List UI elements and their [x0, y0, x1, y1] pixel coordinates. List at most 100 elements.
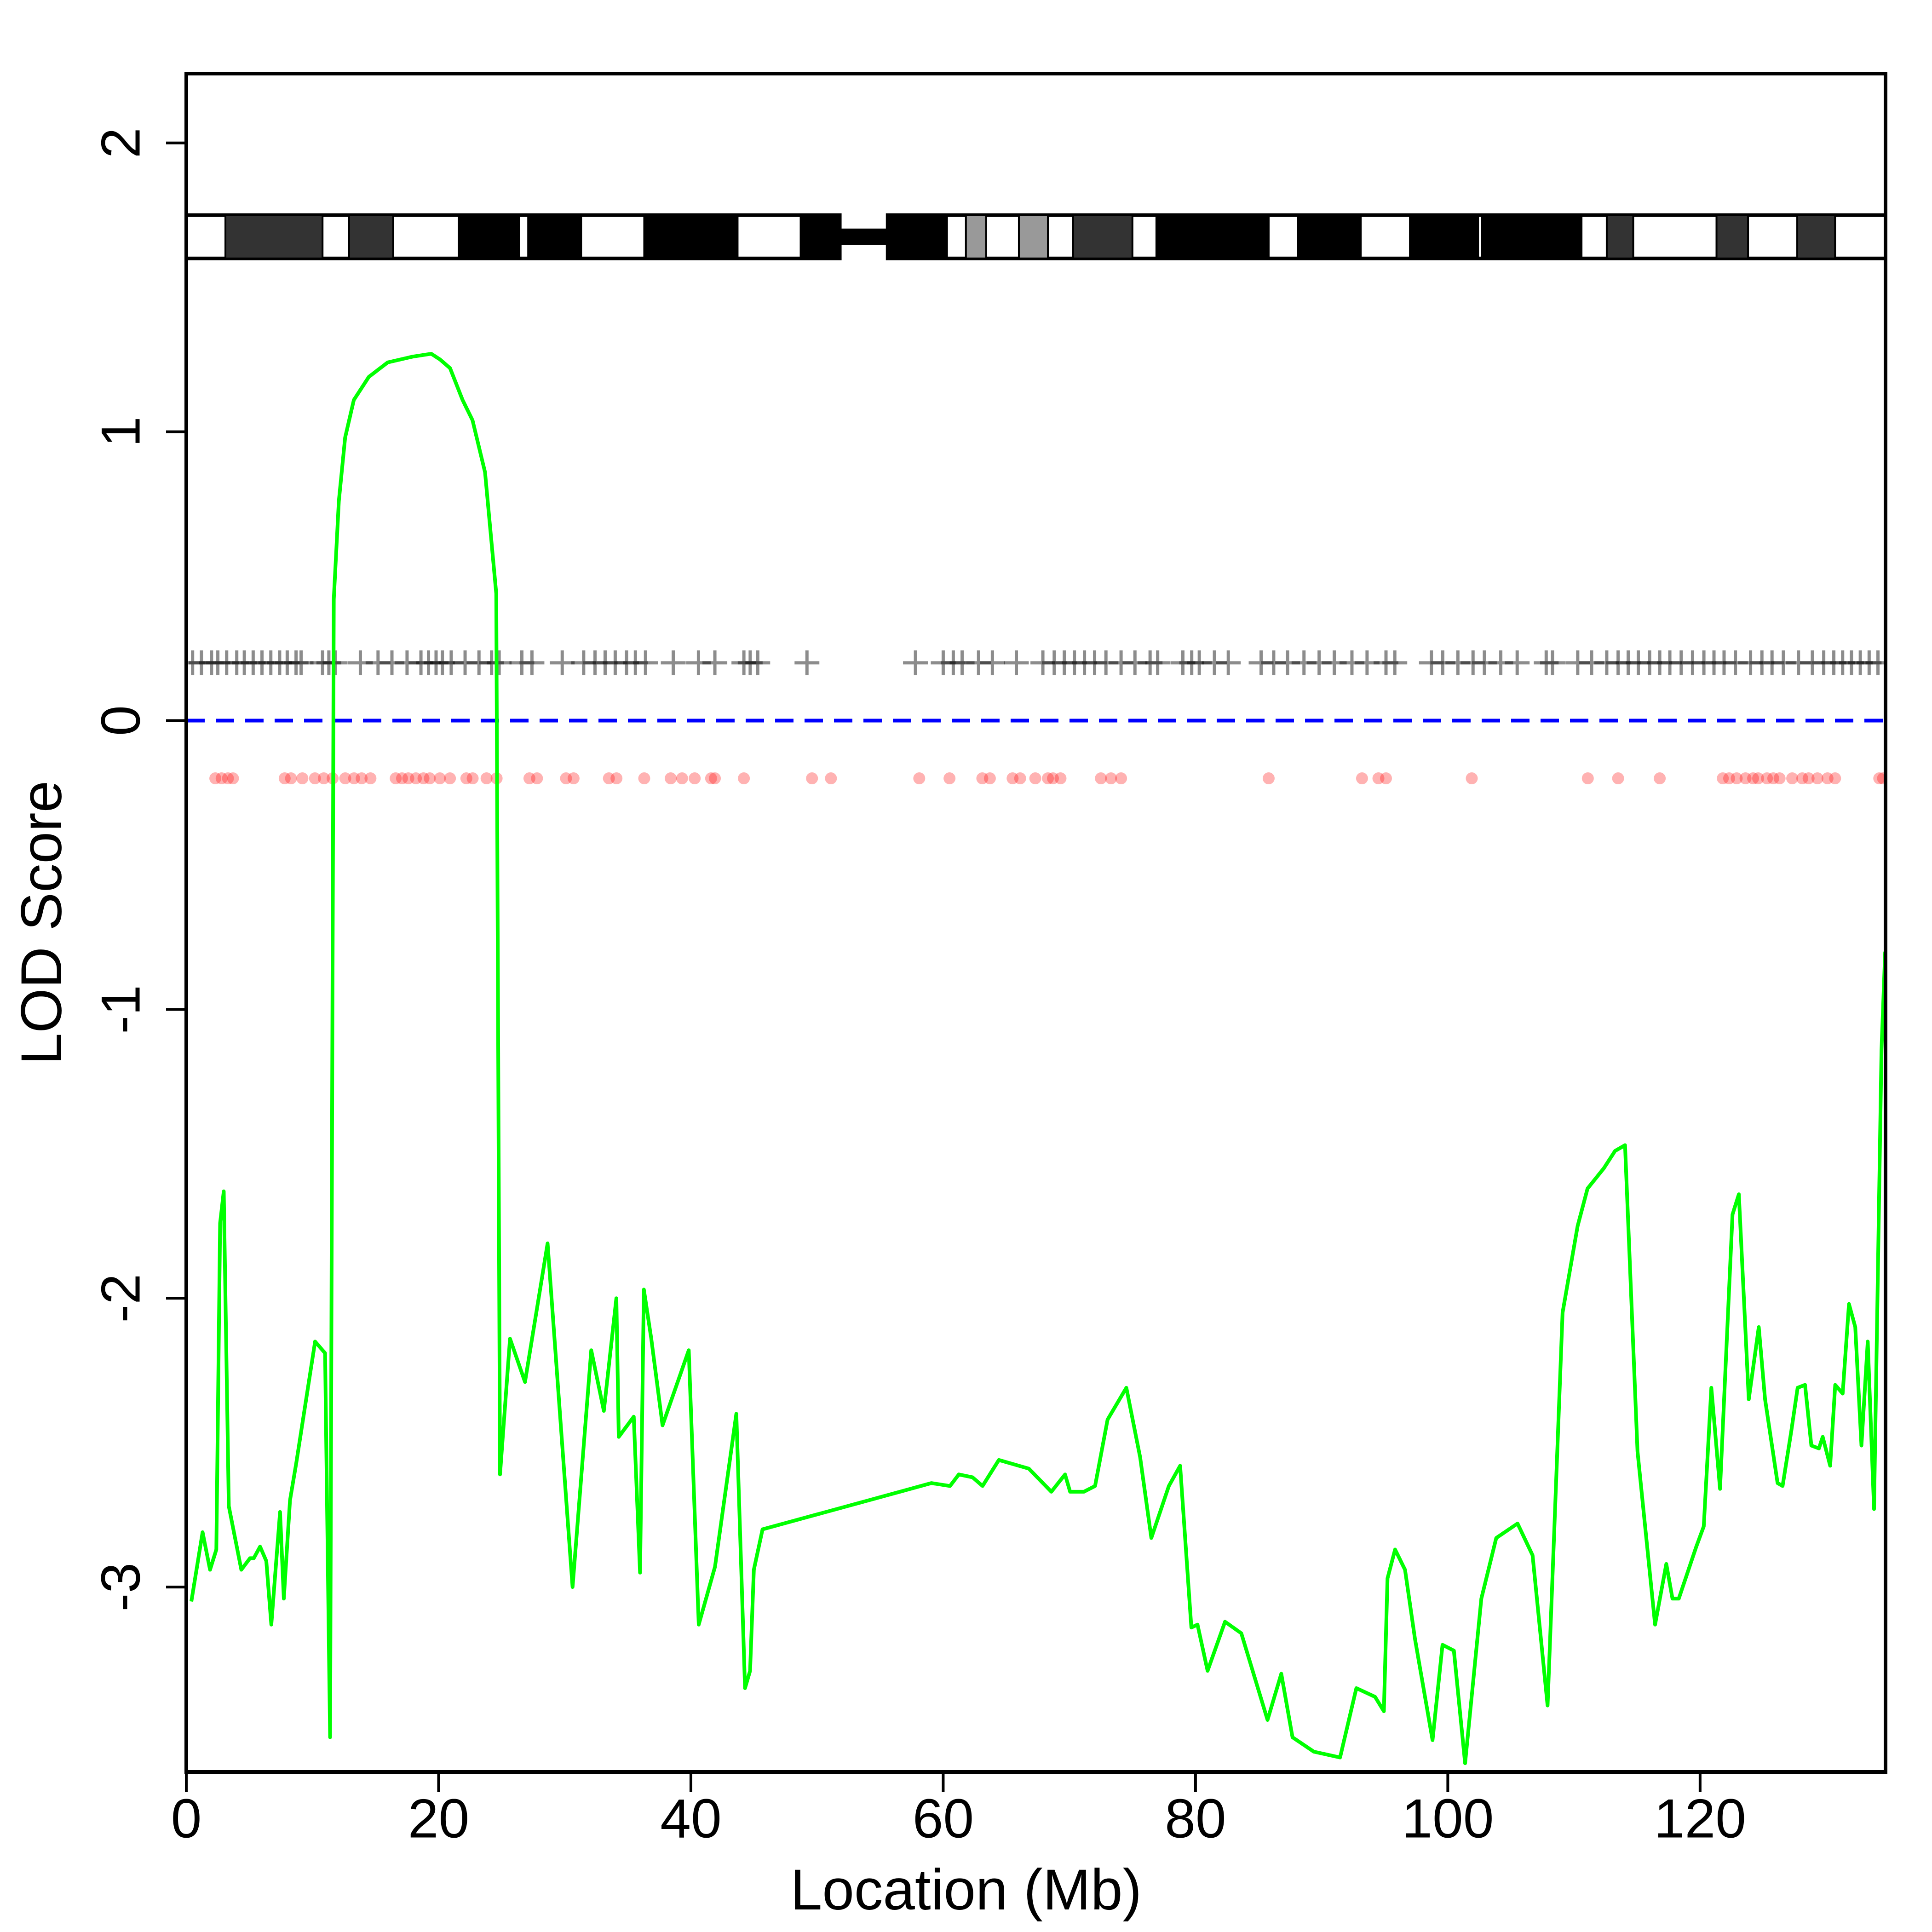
marker — [1738, 650, 1763, 675]
y-tick-label: 2 — [90, 127, 152, 158]
marker — [189, 650, 214, 675]
marker — [1811, 650, 1836, 675]
cytoband — [1715, 214, 1749, 259]
snp — [1773, 772, 1786, 785]
marker — [1680, 650, 1705, 675]
marker — [1800, 650, 1825, 675]
snp — [296, 772, 309, 785]
snp — [983, 772, 996, 785]
snp — [215, 772, 228, 785]
snp — [278, 772, 291, 785]
cytoband — [1605, 214, 1634, 259]
marker — [288, 650, 314, 675]
snp — [1380, 772, 1392, 785]
marker — [1626, 650, 1651, 675]
marker — [479, 650, 504, 675]
marker — [1374, 650, 1399, 675]
marker — [633, 650, 658, 675]
marker — [980, 650, 1005, 675]
snp — [417, 772, 430, 785]
marker — [1848, 650, 1873, 675]
marker — [316, 650, 341, 675]
marker — [1261, 650, 1286, 675]
cytoband — [799, 214, 841, 259]
snp — [396, 772, 408, 785]
marker — [1657, 650, 1683, 675]
snp — [1029, 772, 1041, 785]
marker — [1306, 650, 1332, 675]
marker — [1771, 650, 1796, 675]
marker — [1668, 650, 1694, 675]
marker — [1786, 650, 1811, 675]
marker — [1723, 650, 1748, 675]
snp — [309, 772, 321, 785]
marker — [241, 650, 266, 675]
marker — [1216, 650, 1241, 675]
marker — [1647, 650, 1673, 675]
marker — [1460, 650, 1486, 675]
snp — [1095, 772, 1107, 785]
snp — [806, 772, 818, 785]
cytoband — [458, 214, 520, 259]
marker — [1865, 650, 1886, 675]
snp — [356, 772, 368, 785]
marker — [661, 650, 686, 675]
marker — [1122, 650, 1148, 675]
marker — [686, 650, 711, 675]
snp — [825, 772, 837, 785]
marker — [1062, 650, 1087, 675]
marker — [214, 650, 239, 675]
marker — [1382, 650, 1408, 675]
marker — [1839, 650, 1864, 675]
marker — [283, 650, 309, 675]
x-tick-label: 0 — [171, 1788, 202, 1850]
x-tick-label: 80 — [1165, 1788, 1226, 1850]
marker — [794, 650, 820, 675]
cytoband — [643, 214, 739, 259]
marker — [1082, 650, 1107, 675]
snp — [603, 772, 615, 785]
cytoband — [965, 214, 987, 259]
marker — [519, 650, 545, 675]
marker — [509, 650, 535, 675]
marker — [1540, 650, 1565, 675]
cytoband — [1796, 214, 1836, 259]
cytoband — [1155, 214, 1270, 259]
cytoband — [1072, 214, 1133, 259]
marker — [903, 650, 928, 675]
snp — [665, 772, 677, 785]
snp — [1752, 772, 1765, 785]
y-tick-label: -2 — [90, 1274, 152, 1323]
marker — [416, 650, 441, 675]
snp — [1796, 772, 1809, 785]
cytoband — [527, 214, 582, 259]
marker — [1202, 650, 1227, 675]
snp — [1877, 772, 1886, 785]
snp — [317, 772, 330, 785]
snp — [531, 772, 543, 785]
marker — [1275, 650, 1300, 675]
marker — [949, 650, 975, 675]
snp — [1821, 772, 1834, 785]
snp — [610, 772, 623, 785]
marker — [1857, 650, 1882, 675]
marker — [1565, 650, 1590, 675]
marker — [1637, 650, 1662, 675]
snp — [466, 772, 479, 785]
snp — [1873, 772, 1886, 785]
snp — [1054, 772, 1067, 785]
centromere — [840, 228, 888, 245]
y-axis-title: LOD Score — [10, 781, 74, 1065]
cytoband — [886, 214, 948, 259]
marker — [348, 650, 373, 675]
snp — [227, 772, 239, 785]
y-tick-label: 0 — [90, 705, 152, 736]
marker — [623, 650, 648, 675]
marker — [1821, 650, 1846, 675]
snp — [424, 772, 436, 785]
snp — [390, 772, 402, 785]
snp — [567, 772, 580, 785]
marker — [737, 650, 763, 675]
